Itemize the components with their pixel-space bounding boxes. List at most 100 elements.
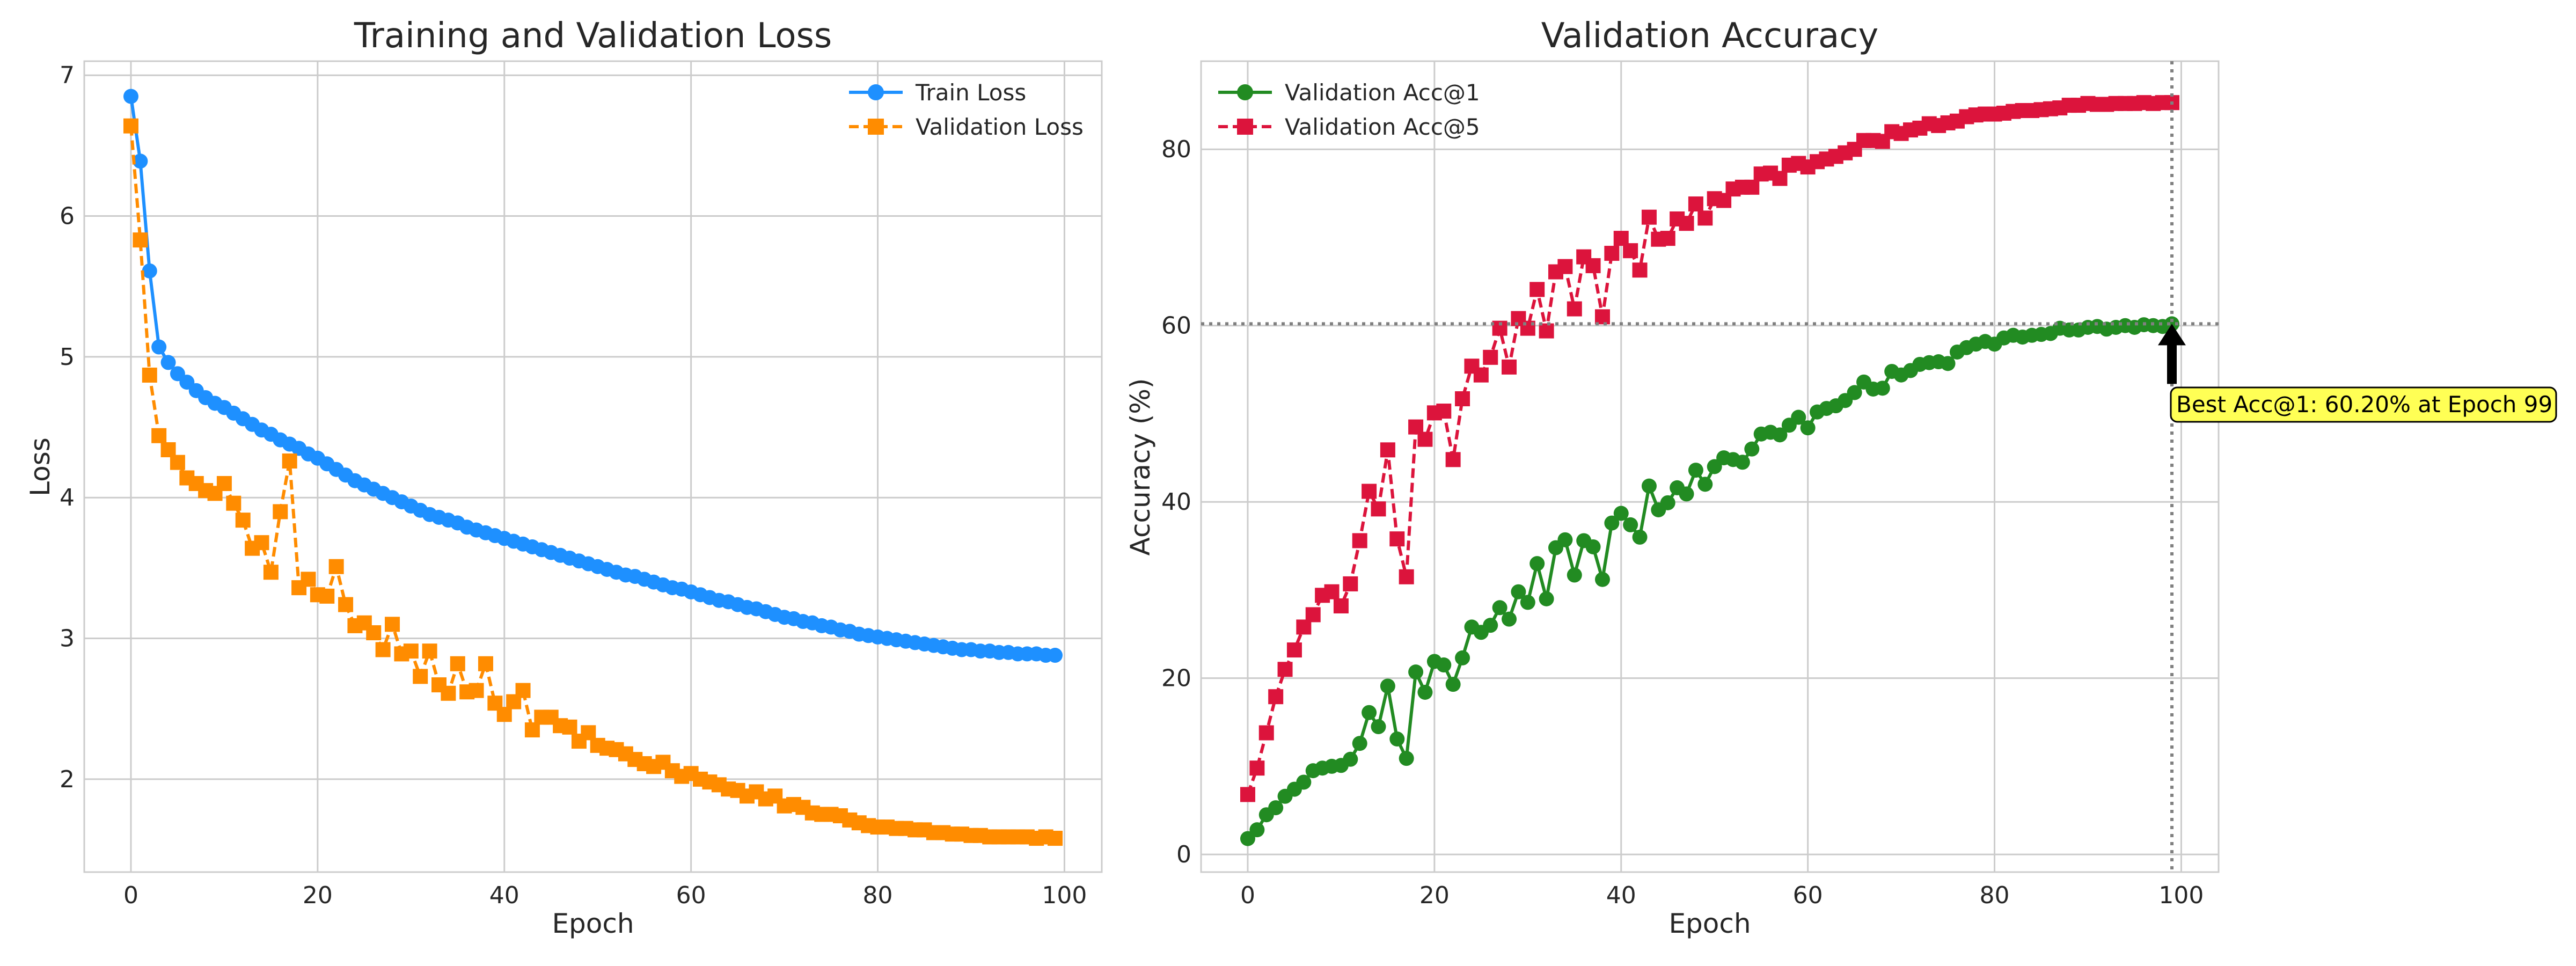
data-point <box>1268 800 1284 816</box>
data-point <box>2164 316 2180 332</box>
legend-train-loss-label: Train Loss <box>915 79 1026 106</box>
data-point <box>226 495 241 511</box>
data-point <box>1258 725 1274 741</box>
data-point <box>1623 517 1638 532</box>
data-point <box>1800 420 1816 436</box>
data-point <box>1744 179 1760 195</box>
data-point <box>1268 689 1284 705</box>
data-point <box>1623 243 1638 259</box>
y-tick-label: 3 <box>60 625 75 653</box>
data-point <box>1660 495 1675 510</box>
data-point <box>1371 719 1386 735</box>
data-point <box>1529 556 1545 572</box>
x-tick-label: 80 <box>1980 882 2010 909</box>
data-point <box>319 588 335 604</box>
accuracy-chart-xlabel: Epoch <box>1668 908 1751 939</box>
data-point <box>160 442 176 458</box>
data-point <box>1240 831 1255 846</box>
x-tick-label: 60 <box>1793 882 1823 909</box>
data-point <box>123 118 138 134</box>
data-point <box>142 367 157 383</box>
legend-validation-loss-marker <box>868 119 884 135</box>
data-point <box>1389 731 1405 747</box>
data-point <box>1048 648 1063 663</box>
data-point <box>1286 642 1302 658</box>
data-point <box>273 504 288 519</box>
data-point <box>133 153 148 169</box>
data-point <box>1847 385 1862 400</box>
loss-chart-grid <box>84 61 1102 872</box>
data-point <box>1502 611 1517 627</box>
legend-validation-loss-label: Validation Loss <box>916 114 1084 140</box>
loss-chart-legend: Train Loss Validation Loss <box>849 79 1084 140</box>
data-point <box>1343 751 1358 767</box>
data-point <box>1567 567 1582 583</box>
legend-train-loss-marker <box>868 84 884 100</box>
data-point <box>1511 584 1526 599</box>
data-point <box>151 428 167 443</box>
data-point <box>1585 258 1601 274</box>
accuracy-chart-ticks: 0 20 40 60 80 100 0 20 40 60 80 <box>1161 136 2204 909</box>
data-point <box>1613 506 1629 521</box>
data-point <box>1585 539 1601 554</box>
data-point <box>1362 705 1377 720</box>
accuracy-chart-ylabel: Accuracy (%) <box>1125 378 1156 556</box>
data-point <box>1791 409 1806 425</box>
y-tick-label: 2 <box>60 766 75 793</box>
data-point <box>515 683 531 698</box>
data-point <box>1445 452 1461 467</box>
data-point <box>403 643 419 659</box>
data-point <box>216 475 232 491</box>
data-point <box>366 625 382 641</box>
data-point <box>1277 662 1293 677</box>
data-point <box>1772 427 1788 443</box>
data-point <box>1333 598 1349 613</box>
data-point <box>338 597 354 612</box>
data-point <box>450 656 465 671</box>
loss-chart-title: Training and Validation Loss <box>354 16 832 56</box>
accuracy-chart-series <box>1240 95 2180 846</box>
legend-acc1-marker <box>1237 84 1253 100</box>
data-point <box>282 453 297 469</box>
y-tick-label: 5 <box>60 343 75 371</box>
accuracy-reference-lines <box>1201 61 2219 872</box>
data-point <box>581 725 596 741</box>
data-point <box>1520 595 1535 610</box>
data-point <box>1594 572 1610 587</box>
data-point <box>413 669 428 684</box>
data-point <box>1371 501 1386 517</box>
data-point <box>1436 657 1452 673</box>
y-tick-label: 6 <box>60 203 75 230</box>
series-validation-loss <box>123 118 1063 846</box>
data-point <box>263 565 279 580</box>
data-point <box>469 683 484 698</box>
loss-chart-ticks: 0 20 40 60 80 100 2 3 4 5 6 7 <box>60 62 1087 909</box>
y-tick-label: 80 <box>1161 136 1191 163</box>
data-point <box>1735 455 1750 470</box>
data-point <box>1594 309 1610 325</box>
best-accuracy-annotation: Best Acc@1: 60.20% at Epoch 99 <box>2158 324 2557 423</box>
data-point <box>1744 441 1760 457</box>
y-tick-label: 7 <box>60 62 75 89</box>
data-point <box>160 355 176 370</box>
data-point <box>235 513 251 528</box>
data-point <box>1417 431 1433 447</box>
data-point <box>1483 349 1498 365</box>
data-point <box>1604 515 1620 531</box>
accuracy-chart-legend: Validation Acc@1 Validation Acc@5 <box>1218 79 1480 140</box>
data-point <box>1352 736 1367 751</box>
data-point <box>1567 301 1582 317</box>
y-tick-label: 4 <box>60 484 75 511</box>
data-point <box>1483 618 1498 633</box>
data-point <box>1417 684 1433 700</box>
legend-acc5-label: Validation Acc@5 <box>1285 114 1480 140</box>
data-point <box>478 656 493 671</box>
data-point <box>1940 356 1956 371</box>
data-point <box>1362 484 1377 499</box>
data-point <box>1455 650 1470 665</box>
data-point <box>1557 532 1573 547</box>
data-point <box>496 707 512 722</box>
data-point <box>1445 677 1461 692</box>
data-point <box>1660 231 1675 246</box>
